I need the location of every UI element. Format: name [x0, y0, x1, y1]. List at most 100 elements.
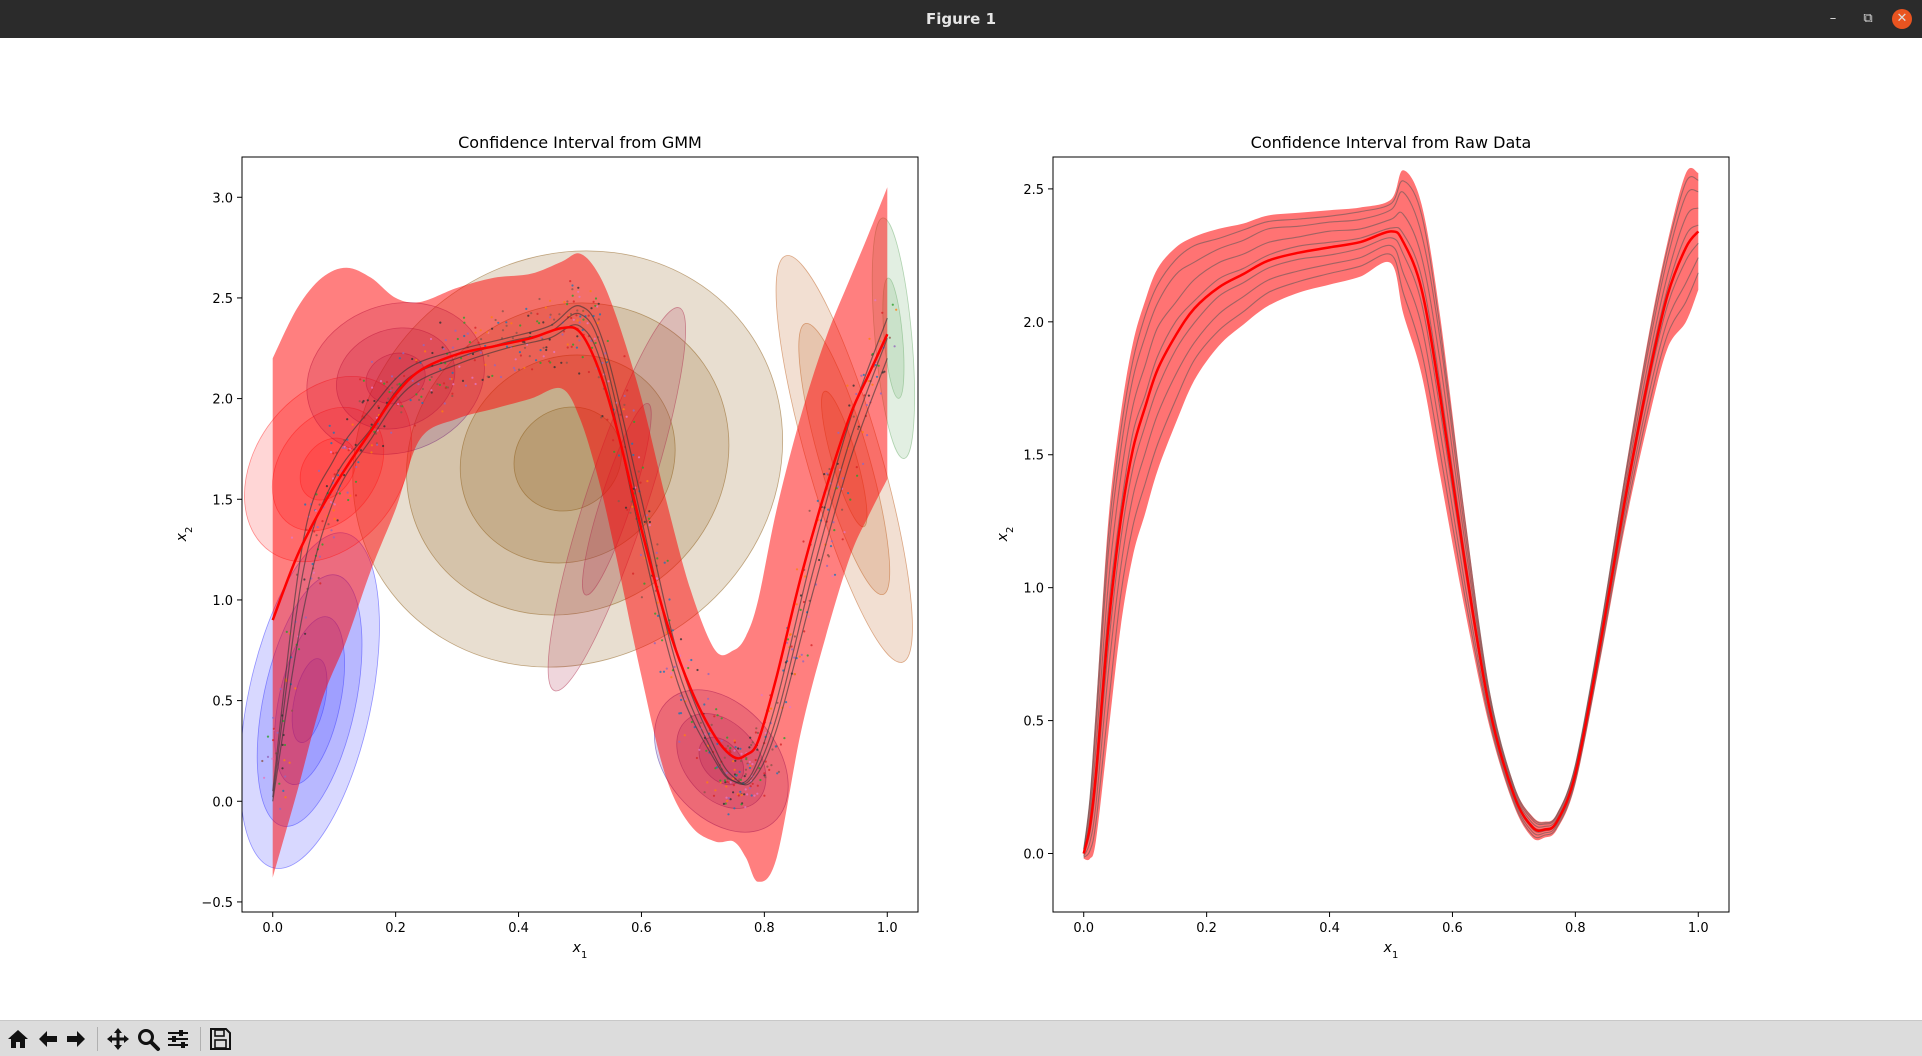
- sample-point: [593, 337, 596, 340]
- maximize-icon[interactable]: ⧉: [1863, 11, 1873, 26]
- sample-point: [523, 341, 526, 344]
- sample-point: [759, 778, 762, 782]
- pan-button[interactable]: [105, 1026, 131, 1052]
- sample-point: [655, 577, 658, 580]
- forward-button[interactable]: [63, 1026, 89, 1052]
- sample-point: [846, 384, 849, 387]
- sample-point: [486, 375, 489, 378]
- sample-point: [396, 383, 399, 386]
- sample-point: [748, 786, 752, 790]
- sample-point: [344, 447, 347, 450]
- sample-point: [735, 774, 738, 777]
- sample-point: [538, 322, 541, 325]
- sample-point: [332, 509, 335, 512]
- raw-xtick-label: 1.0: [1688, 921, 1709, 936]
- sample-point: [726, 780, 729, 783]
- sample-point: [491, 374, 494, 377]
- magnifier-icon: [138, 1029, 160, 1051]
- sample-point: [563, 301, 566, 304]
- sample-point: [558, 313, 561, 316]
- sample-point: [740, 759, 743, 763]
- home-button[interactable]: [5, 1026, 31, 1052]
- raw-xtick-label: 0.6: [1442, 921, 1463, 936]
- sample-point: [572, 318, 575, 321]
- sample-point: [623, 355, 626, 358]
- sample-point: [527, 314, 530, 317]
- sample-point: [542, 346, 545, 349]
- sample-point: [357, 461, 360, 464]
- save-button[interactable]: [207, 1026, 233, 1052]
- sample-point: [451, 371, 454, 374]
- sample-point: [586, 322, 589, 325]
- sample-point: [346, 491, 349, 494]
- configure-subplots-button[interactable]: [165, 1026, 191, 1052]
- sample-point: [733, 768, 736, 771]
- sample-point: [355, 465, 358, 469]
- sample-point: [279, 687, 282, 691]
- sample-point: [491, 327, 494, 330]
- sample-point: [648, 524, 651, 527]
- sample-point: [888, 336, 891, 339]
- sample-point: [841, 538, 844, 541]
- sample-point: [716, 742, 719, 746]
- sample-point: [346, 418, 349, 421]
- sample-point: [454, 329, 457, 332]
- sample-point: [643, 582, 646, 585]
- sample-point: [399, 405, 402, 408]
- sample-point: [696, 668, 699, 672]
- sample-point: [793, 672, 797, 676]
- sample-point: [793, 656, 796, 659]
- sample-point: [511, 337, 514, 340]
- sample-point: [468, 341, 471, 344]
- sample-point: [732, 791, 735, 794]
- sample-point: [411, 357, 414, 361]
- sample-point: [486, 331, 489, 334]
- sample-point: [266, 755, 270, 759]
- sample-point: [359, 449, 363, 452]
- sample-point: [763, 794, 766, 797]
- sample-point: [549, 313, 552, 316]
- sample-point: [862, 373, 865, 376]
- sample-point: [376, 443, 379, 446]
- sample-point: [719, 781, 722, 784]
- sample-point: [624, 506, 628, 509]
- raw-xtick-label: 0.8: [1565, 921, 1586, 936]
- sample-point: [441, 410, 444, 413]
- sample-point: [515, 331, 518, 334]
- sample-point: [606, 418, 609, 421]
- sample-point: [760, 694, 763, 697]
- sample-point: [647, 517, 651, 520]
- sample-point: [361, 415, 364, 418]
- sample-point: [422, 344, 425, 347]
- sample-point: [726, 799, 729, 803]
- zoom-button[interactable]: [135, 1026, 161, 1052]
- sample-point: [449, 377, 452, 380]
- sample-point: [847, 492, 850, 495]
- sample-point: [317, 576, 320, 580]
- sample-point: [828, 467, 831, 471]
- sample-point: [733, 739, 736, 742]
- sample-point: [565, 361, 568, 364]
- close-icon[interactable]: ✕: [1892, 9, 1912, 29]
- sample-point: [290, 536, 294, 539]
- gmm-xtick-label: 0.6: [631, 921, 652, 936]
- sample-point: [594, 304, 597, 307]
- sample-point: [371, 386, 374, 389]
- sample-point: [443, 402, 446, 405]
- sample-point: [895, 308, 898, 311]
- sample-point: [444, 386, 447, 390]
- sample-point: [632, 453, 635, 457]
- sample-point: [597, 376, 600, 379]
- sample-point: [579, 315, 582, 318]
- sample-point: [613, 450, 616, 453]
- sample-point: [668, 598, 671, 601]
- sample-point: [656, 614, 660, 618]
- sample-point: [625, 415, 628, 418]
- back-button[interactable]: [35, 1026, 61, 1052]
- minimize-icon[interactable]: –: [1829, 11, 1837, 26]
- sample-point: [738, 778, 741, 781]
- sample-point: [387, 397, 390, 400]
- sample-point: [474, 382, 477, 386]
- sample-point: [337, 474, 340, 477]
- sample-point: [619, 413, 622, 416]
